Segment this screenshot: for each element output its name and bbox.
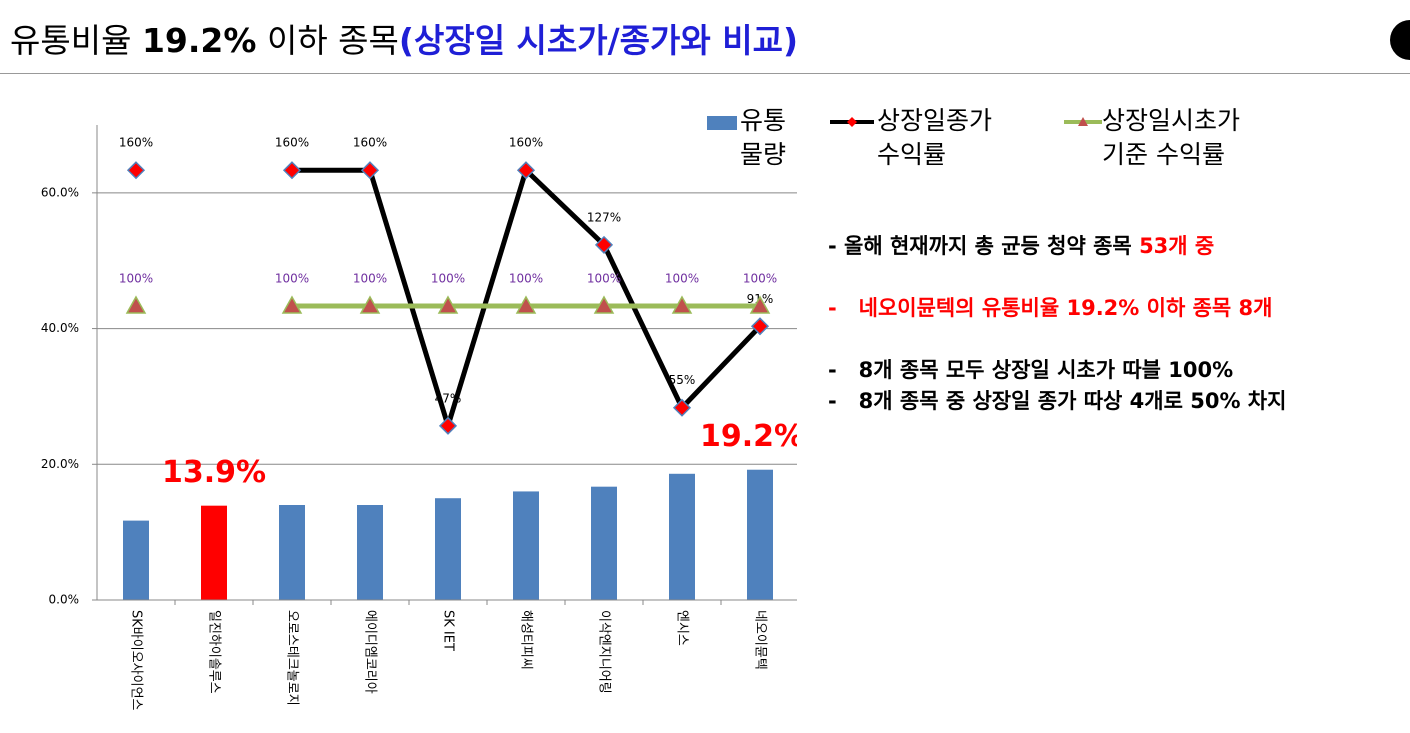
y-tick-label: 40.0% <box>41 321 79 335</box>
x-tick-label: 엔시스 <box>675 610 690 646</box>
triangle-marker <box>359 295 381 314</box>
title-part: 이하 종목 <box>266 21 399 60</box>
bar <box>513 491 539 600</box>
x-tick-label: 오로스테크놀로지 <box>285 610 300 706</box>
triangle-marker <box>437 295 459 314</box>
note-text: 올해 현재까지 총 균등 청약 종목 <box>844 234 1132 258</box>
x-tick-label: SK바이오사이언스 <box>129 610 144 711</box>
title-part: 유통비율 <box>10 21 132 60</box>
point-label: 100% <box>587 271 621 285</box>
y-tick-label: 0.0% <box>49 593 80 607</box>
note-text: 53개 중 <box>1139 234 1215 258</box>
decoration <box>1390 20 1410 60</box>
slide-title: 유통비율 19.2% 이하 종목(상장일 시초가/종가와 비교) <box>10 14 798 62</box>
y-tick-label: 60.0% <box>41 185 79 199</box>
triangle-marker <box>749 295 771 314</box>
triangle-marker <box>593 295 615 314</box>
bar <box>747 469 773 600</box>
diamond-marker <box>360 161 380 180</box>
point-label: 100% <box>353 271 387 285</box>
diamond-marker <box>282 161 302 180</box>
x-tick-label: 일진하이솔루스 <box>207 610 222 694</box>
bar <box>357 505 383 600</box>
point-label: 100% <box>743 271 777 285</box>
point-label: 100% <box>509 271 543 285</box>
plot: 13.9%19.2%160%160%160%47%160%127%55%91%1… <box>97 136 804 605</box>
triangle-marker <box>515 295 537 314</box>
triangle-marker <box>125 295 147 314</box>
bar <box>435 498 461 600</box>
legend-swatch <box>1064 117 1102 126</box>
bar <box>201 505 227 600</box>
note-text: 네오이뮨텍의 유통비율 19.2% 이하 종목 8개 <box>858 296 1273 320</box>
diamond-marker <box>750 317 770 336</box>
diamond-marker <box>516 161 536 180</box>
diamond-marker <box>594 235 614 254</box>
note: - 8개 종목 모두 상장일 시초가 따블 100% <box>828 358 1234 382</box>
x-tick-label: SK IET <box>441 610 456 651</box>
bar-label: 19.2% <box>700 419 804 454</box>
point-label: 160% <box>275 136 309 150</box>
point-label: 47% <box>435 391 462 405</box>
point-label: 100% <box>275 271 309 285</box>
note-text: 8개 종목 중 상장일 종가 따상 4개로 50% 차지 <box>858 389 1287 413</box>
title-part: (상장일 시초가/종가와 비교) <box>398 21 799 60</box>
y-tick-label: 20.0% <box>41 457 79 471</box>
title-part: 19.2% <box>141 21 257 60</box>
triangle-marker <box>281 295 303 314</box>
x-tick-label: 에이디엠코리아 <box>363 610 378 694</box>
divider <box>0 73 1410 74</box>
legend-label: 유통물량 <box>740 106 787 169</box>
point-label: 160% <box>119 136 153 150</box>
bar <box>669 473 695 600</box>
legend-swatch <box>830 117 874 127</box>
bar <box>279 505 305 600</box>
point-label: 100% <box>665 271 699 285</box>
point-label: 100% <box>119 271 153 285</box>
point-label: 100% <box>431 271 465 285</box>
diamond-marker <box>438 416 458 435</box>
triangle-marker <box>671 295 693 314</box>
bar <box>591 486 617 600</box>
legend-label: 상장일종가 수익률 <box>877 106 993 169</box>
bar <box>123 520 149 600</box>
note: - 네오이뮨텍의 유통비율 19.2% 이하 종목 8개 <box>828 296 1273 320</box>
note: - 8개 종목 중 상장일 종가 따상 4개로 50% 차지 <box>828 389 1287 413</box>
point-label: 160% <box>353 136 387 150</box>
x-tick-label: 해성티피씨 <box>519 610 534 670</box>
note: - 올해 현재까지 총 균등 청약 종목 53개 중 <box>828 234 1215 258</box>
x-tick-label: 이삭엔지니어링 <box>597 610 612 694</box>
note-text: 8개 종목 모두 상장일 시초가 따블 100% <box>858 358 1234 382</box>
point-label: 127% <box>587 210 621 224</box>
point-label: 55% <box>669 373 696 387</box>
legend-swatch <box>707 116 737 130</box>
bar-label: 13.9% <box>162 455 266 490</box>
point-label: 160% <box>509 136 543 150</box>
x-tick-label: 네오이뮨텍 <box>753 610 768 670</box>
diamond-marker <box>672 398 692 417</box>
legend-label: 상장일시초가 기준 수익률 <box>1102 106 1241 169</box>
diamond-marker <box>126 161 146 180</box>
